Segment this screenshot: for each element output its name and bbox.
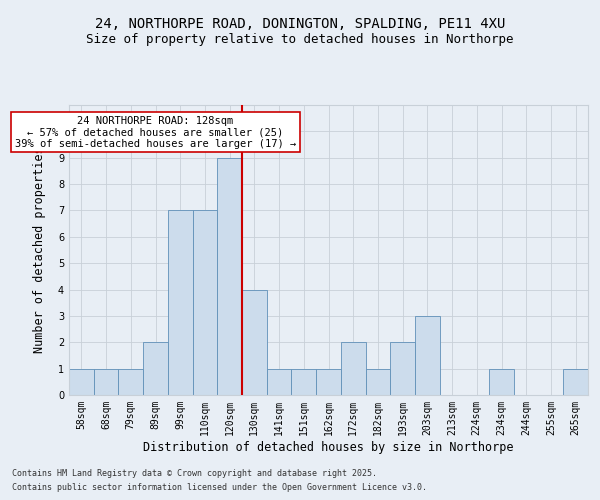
Text: Contains HM Land Registry data © Crown copyright and database right 2025.: Contains HM Land Registry data © Crown c… [12, 468, 377, 477]
Bar [267, 368, 292, 395]
Bar [316, 368, 341, 395]
Text: Size of property relative to detached houses in Northorpe: Size of property relative to detached ho… [86, 32, 514, 46]
Bar [69, 368, 94, 395]
Bar [193, 210, 217, 395]
Bar [242, 290, 267, 395]
Bar [143, 342, 168, 395]
Bar [118, 368, 143, 395]
Y-axis label: Number of detached properties: Number of detached properties [34, 146, 46, 354]
Bar [415, 316, 440, 395]
Text: 24 NORTHORPE ROAD: 128sqm
← 57% of detached houses are smaller (25)
39% of semi-: 24 NORTHORPE ROAD: 128sqm ← 57% of detac… [15, 116, 296, 148]
Text: 24, NORTHORPE ROAD, DONINGTON, SPALDING, PE11 4XU: 24, NORTHORPE ROAD, DONINGTON, SPALDING,… [95, 18, 505, 32]
Text: Contains public sector information licensed under the Open Government Licence v3: Contains public sector information licen… [12, 484, 427, 492]
Bar [390, 342, 415, 395]
Bar [168, 210, 193, 395]
Bar [94, 368, 118, 395]
Bar [292, 368, 316, 395]
Bar [217, 158, 242, 395]
Bar [563, 368, 588, 395]
Bar [489, 368, 514, 395]
X-axis label: Distribution of detached houses by size in Northorpe: Distribution of detached houses by size … [143, 440, 514, 454]
Bar [341, 342, 365, 395]
Bar [365, 368, 390, 395]
